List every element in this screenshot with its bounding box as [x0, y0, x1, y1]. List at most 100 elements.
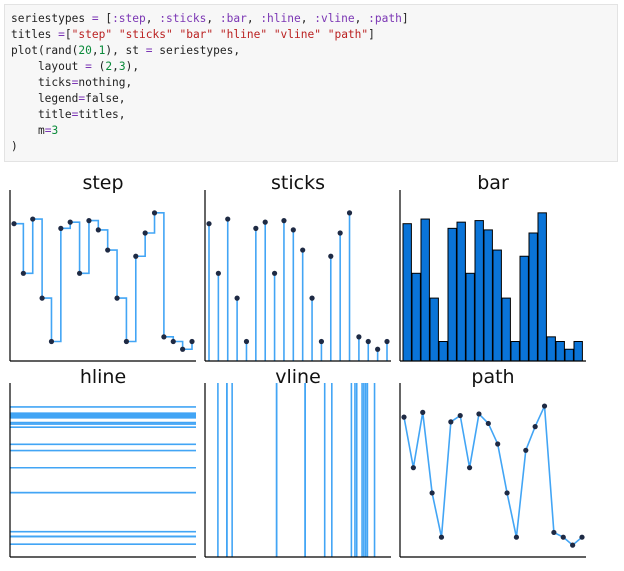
code-line: ticks=nothing, [11, 75, 617, 91]
subplot-title: vline [275, 366, 321, 388]
code-token: "vline" [273, 28, 321, 41]
code-token: :hline [260, 12, 301, 25]
code-token: ), st [105, 44, 146, 57]
code-line: layout = (2,3), [11, 59, 617, 75]
code-token: "bar" [179, 28, 214, 41]
subplot-title: sticks [271, 172, 325, 194]
series-line [403, 405, 583, 547]
data-point [495, 441, 501, 447]
subplot-sticks: sticks [204, 172, 391, 362]
data-point [309, 295, 315, 301]
data-point [328, 253, 334, 259]
data-point [206, 221, 212, 227]
code-token: ( [91, 60, 106, 73]
subplot-vline: vline [204, 366, 391, 558]
code-token: :vline [314, 12, 355, 25]
data-point [20, 270, 26, 276]
code-token: , [145, 12, 160, 25]
code-token: [ [64, 28, 72, 41]
data-point [579, 534, 585, 540]
data-point [225, 216, 231, 222]
data-point [48, 338, 55, 345]
code-token: = [91, 12, 99, 25]
code-token: = [145, 44, 153, 57]
bar [420, 218, 430, 362]
code-token: :bar [219, 12, 247, 25]
code-line: titles =["step" "sticks" "bar" "hline" "… [11, 27, 617, 43]
bar [465, 272, 475, 362]
data-point [356, 334, 362, 340]
data-point [532, 424, 538, 430]
subplot-bar: bar [399, 172, 586, 362]
subplot-step: step [9, 172, 196, 362]
data-point [39, 295, 45, 301]
plot-grid: step sticks bar hline vline path [9, 172, 586, 558]
data-point [384, 338, 390, 345]
code-token: = [71, 76, 79, 89]
code-line: legend=false, [11, 91, 617, 107]
code-token: , [91, 44, 99, 57]
code-block[interactable]: seriestypes = [:step, :sticks, :bar, :hl… [5, 5, 617, 155]
series-line [14, 212, 193, 351]
bar [492, 249, 502, 362]
data-point [448, 419, 454, 425]
code-token: "hline" [219, 28, 268, 41]
bar [483, 229, 493, 362]
data-point [429, 490, 435, 496]
bar [564, 348, 574, 362]
data-point [401, 414, 407, 420]
data-point [11, 221, 17, 227]
code-token: 2 [105, 60, 113, 73]
code-cell[interactable]: seriestypes = [:step, :sticks, :bar, :hl… [4, 4, 618, 162]
data-point [551, 529, 557, 536]
code-token: 3 [118, 60, 126, 73]
bar [528, 232, 538, 362]
subplot-title: path [471, 366, 514, 388]
code-token: plot(rand( [11, 44, 79, 57]
bar [519, 255, 529, 362]
data-point [123, 338, 130, 345]
data-point [365, 338, 371, 345]
code-token: "sticks" [118, 28, 173, 41]
subplot-title: bar [477, 172, 509, 194]
data-point [290, 227, 296, 233]
data-point [151, 210, 158, 216]
code-token: :sticks [159, 12, 207, 25]
code-token: seriestypes, [152, 44, 241, 57]
data-point [504, 490, 510, 496]
code-token: [ [98, 12, 113, 25]
data-point [485, 420, 491, 427]
code-token [112, 28, 119, 41]
bar [402, 223, 412, 362]
code-line: plot(rand(20,1), st = seriestypes, [11, 43, 617, 59]
bar [546, 336, 556, 362]
code-line: title=titles, [11, 107, 617, 123]
code-token: ) [11, 140, 18, 153]
code-token: = [44, 124, 52, 137]
bar [411, 272, 421, 362]
code-token: 1 [98, 44, 106, 57]
code-token: 20 [78, 44, 92, 57]
data-point [262, 219, 268, 225]
data-point [523, 447, 529, 453]
subplot-title: hline [80, 366, 126, 388]
data-point [420, 409, 426, 415]
data-point [318, 338, 325, 345]
code-token: "path" [327, 28, 369, 41]
code-token: 3 [51, 124, 59, 137]
data-point [541, 403, 548, 409]
data-point [346, 210, 353, 216]
code-token: "step" [71, 28, 113, 41]
data-point [76, 270, 83, 276]
code-token: = [85, 60, 92, 73]
data-point [300, 247, 306, 253]
code-token: titles [11, 28, 59, 41]
code-token: , [300, 12, 315, 25]
data-point [281, 218, 287, 224]
code-token: legend [11, 92, 79, 105]
bar [537, 212, 547, 362]
bar [474, 220, 484, 362]
data-point [337, 230, 343, 236]
data-point [513, 534, 520, 540]
bar [447, 227, 457, 362]
